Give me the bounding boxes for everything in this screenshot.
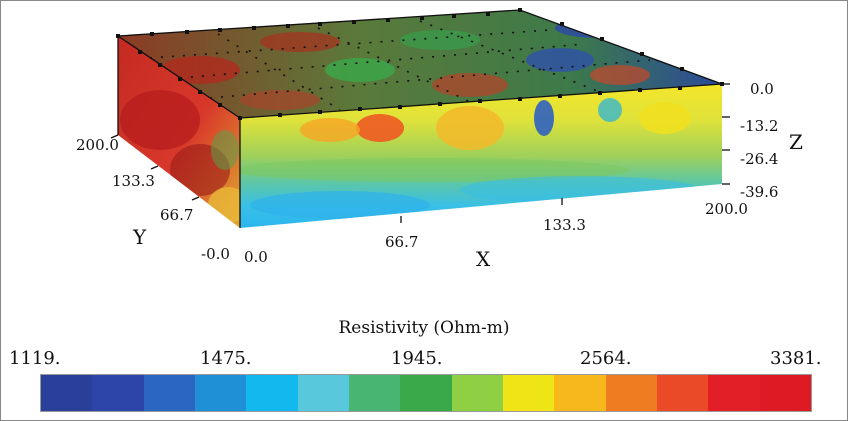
side-face-features (120, 90, 240, 223)
color-swatch (143, 375, 195, 411)
y-tick-label: 66.7 (160, 206, 194, 224)
color-swatch (92, 375, 144, 411)
legend-title: Resistivity (Ohm-m) (338, 318, 510, 338)
x-tick-label: 66.7 (385, 233, 419, 251)
z-axis-name: Z (789, 130, 803, 154)
color-swatch (41, 375, 93, 411)
electrode-markers (116, 8, 724, 120)
legend-value: 1945. (391, 348, 443, 369)
color-scale-bar (40, 374, 812, 412)
front-face-features (240, 98, 700, 219)
legend-value: 1119. (9, 348, 61, 369)
legend-value: 1475. (200, 348, 252, 369)
y-axis-name: Y (133, 225, 147, 249)
legend-value: 3381. (770, 348, 822, 369)
electrode-grid (149, 20, 651, 111)
color-swatch (297, 375, 349, 411)
z-tick-label: -39.6 (740, 183, 779, 201)
x-tick-label: 200.0 (705, 200, 748, 218)
color-swatch (554, 375, 606, 411)
z-tick-label: 0.0 (750, 80, 774, 98)
y-tick-label: -0.0 (201, 245, 230, 263)
y-tick-label: 200.0 (76, 136, 119, 154)
legend-value: 2564. (580, 348, 632, 369)
top-face-features (160, 18, 650, 110)
color-swatch (759, 375, 811, 411)
color-swatch (605, 375, 657, 411)
color-swatch (502, 375, 555, 411)
color-swatch (246, 375, 298, 411)
x-axis-name: X (476, 247, 491, 271)
z-tick-label: -13.2 (740, 117, 779, 135)
x-tick-label: 0.0 (244, 248, 268, 266)
y-tick-label: 133.3 (112, 172, 155, 190)
color-swatch (348, 375, 401, 411)
x-tick-label: 133.3 (543, 216, 586, 234)
tick-marks (110, 83, 730, 223)
color-swatch (451, 375, 503, 411)
color-swatch (708, 375, 760, 411)
color-swatch (656, 375, 709, 411)
color-swatch (194, 375, 247, 411)
z-tick-label: -26.4 (740, 150, 779, 168)
color-swatch (400, 375, 452, 411)
